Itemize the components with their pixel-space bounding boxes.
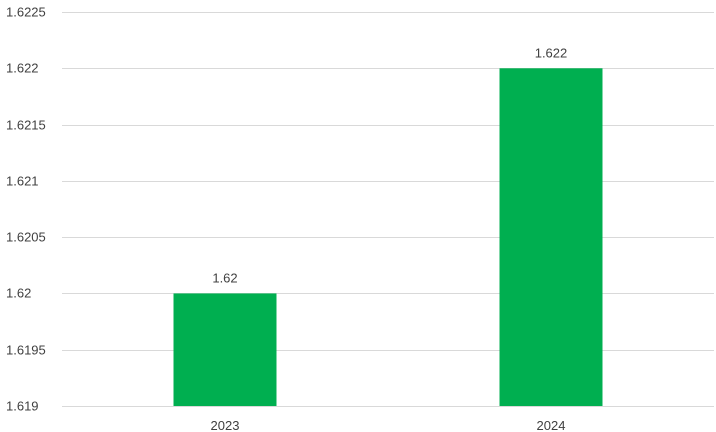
bars	[173, 68, 603, 407]
y-tick-label: 1.619	[6, 399, 39, 414]
y-tick-label: 1.6195	[6, 343, 46, 358]
bar-2024	[499, 68, 603, 407]
x-axis-categories: 2023 2024	[211, 418, 566, 432]
y-tick-label: 1.6225	[6, 5, 46, 20]
gridlines	[62, 12, 714, 407]
data-label-2024: 1.622	[535, 45, 568, 60]
x-category-label: 2024	[537, 418, 566, 432]
x-category-label: 2023	[211, 418, 240, 432]
y-tick-label: 1.6205	[6, 230, 46, 245]
bar-2023	[173, 293, 277, 406]
data-labels: 1.62 1.622	[212, 45, 567, 285]
y-tick-label: 1.6215	[6, 118, 46, 133]
y-tick-label: 1.621	[6, 174, 39, 189]
y-tick-label: 1.622	[6, 61, 39, 76]
data-label-2023: 1.62	[212, 270, 237, 285]
y-tick-label: 1.62	[6, 286, 31, 301]
y-axis-ticks: 1.619 1.6195 1.62 1.6205 1.621 1.6215 1.622 1.6…	[6, 5, 46, 414]
